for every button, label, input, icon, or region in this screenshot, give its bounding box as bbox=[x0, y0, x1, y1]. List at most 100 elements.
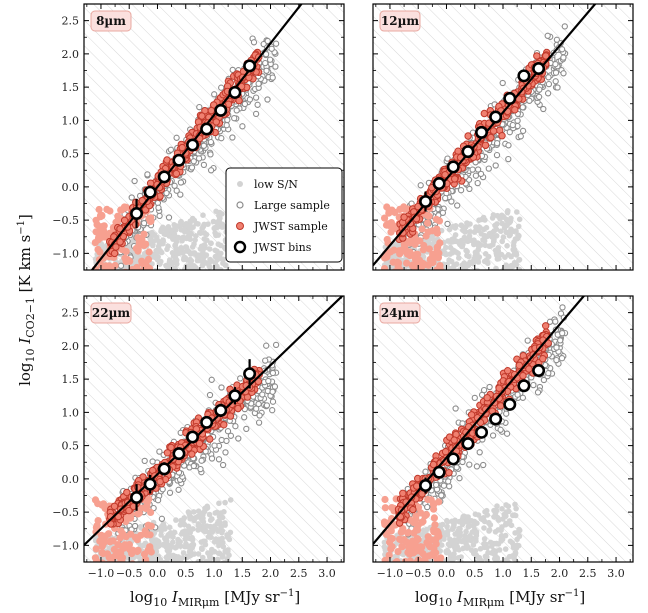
low-sn-point bbox=[467, 259, 473, 266]
low-sn-point bbox=[484, 512, 491, 518]
large-sample-point bbox=[444, 220, 451, 228]
jwst-faint-point bbox=[134, 234, 142, 242]
low-sn-point bbox=[450, 238, 457, 245]
low-sn-point bbox=[216, 217, 222, 224]
low-sn-point bbox=[504, 243, 510, 249]
large-sample-point bbox=[140, 220, 148, 227]
low-sn-point bbox=[464, 248, 470, 255]
low-sn-point bbox=[219, 529, 225, 536]
large-sample-point bbox=[545, 370, 552, 377]
low-sn-point bbox=[219, 535, 225, 542]
low-sn-point bbox=[445, 541, 452, 547]
large-sample-point bbox=[535, 93, 543, 101]
y-tick-label: −1.0 bbox=[52, 247, 79, 260]
bin-marker bbox=[143, 185, 157, 199]
large-sample-point bbox=[262, 59, 269, 67]
low-sn-point bbox=[220, 543, 227, 550]
large-sample-point bbox=[540, 105, 547, 113]
low-sn-point bbox=[214, 263, 220, 270]
large-sample-point bbox=[506, 129, 513, 136]
low-sn-point bbox=[185, 229, 191, 236]
jwst-faint-point bbox=[432, 215, 440, 223]
low-sn-point bbox=[485, 253, 492, 260]
large-sample-point bbox=[207, 138, 215, 146]
low-sn-point bbox=[471, 269, 474, 270]
bin-marker bbox=[214, 403, 228, 417]
jwst-faint-point bbox=[117, 206, 126, 214]
low-sn-point bbox=[165, 243, 171, 249]
low-sn-point bbox=[485, 549, 491, 556]
legend-box bbox=[225, 167, 343, 263]
legend-label: JWST bins bbox=[253, 241, 312, 254]
bin-marker bbox=[228, 389, 242, 403]
low-sn-point bbox=[450, 265, 457, 270]
low-sn-point bbox=[499, 220, 506, 227]
bin-marker bbox=[532, 62, 546, 76]
low-sn-point bbox=[481, 238, 488, 244]
y-tick-label: 0.5 bbox=[62, 440, 80, 453]
large-sample-point bbox=[471, 394, 478, 402]
low-sn-point bbox=[213, 208, 219, 215]
low-sn-point bbox=[158, 532, 164, 538]
large-sample-point bbox=[476, 449, 483, 456]
large-sample-point bbox=[440, 482, 448, 489]
low-sn-point bbox=[469, 238, 476, 244]
jwst-faint-point bbox=[145, 214, 153, 223]
y-tick-label: 0.0 bbox=[62, 473, 80, 486]
low-sn-point bbox=[450, 223, 456, 230]
jwst-faint-point bbox=[92, 545, 100, 553]
jwst-faint-point bbox=[424, 533, 432, 541]
low-sn-point bbox=[486, 519, 492, 526]
low-sn-point bbox=[171, 561, 174, 562]
jwst-faint-point bbox=[134, 246, 142, 254]
legend-marker bbox=[237, 181, 243, 187]
large-sample-point bbox=[552, 318, 559, 325]
jwst-faint-point bbox=[140, 230, 148, 238]
low-sn-point bbox=[458, 243, 465, 250]
low-sn-point bbox=[452, 232, 459, 238]
low-sn-point bbox=[180, 550, 187, 556]
large-sample-point bbox=[424, 503, 431, 511]
jwst-faint-point bbox=[98, 549, 106, 557]
large-sample-point bbox=[544, 32, 551, 39]
bin-marker bbox=[517, 69, 531, 83]
large-sample-point bbox=[167, 146, 175, 153]
low-sn-point bbox=[134, 270, 140, 276]
large-sample-point bbox=[553, 344, 560, 351]
low-sn-point bbox=[181, 515, 188, 521]
x-tick-label: −1.0 bbox=[88, 567, 115, 580]
low-sn-point bbox=[444, 519, 451, 525]
low-sn-point bbox=[115, 270, 121, 276]
low-sn-point bbox=[218, 510, 224, 516]
low-sn-point bbox=[160, 521, 167, 527]
large-sample-point bbox=[263, 67, 270, 74]
jwst-faint-point bbox=[105, 262, 113, 270]
large-sample-point bbox=[519, 127, 527, 135]
jwst-sample-point bbox=[542, 52, 550, 60]
large-sample-point bbox=[438, 492, 445, 499]
jwst-sample-point bbox=[107, 520, 115, 528]
y-tick-label: 2.5 bbox=[62, 307, 80, 320]
jwst-faint-point bbox=[91, 239, 99, 247]
low-sn-point bbox=[199, 545, 205, 551]
low-sn-point bbox=[450, 247, 456, 253]
low-sn-point bbox=[516, 216, 523, 223]
low-sn-point bbox=[495, 251, 501, 258]
large-sample-point bbox=[509, 121, 516, 129]
large-sample-point bbox=[190, 462, 197, 470]
low-sn-point bbox=[464, 271, 470, 277]
jwst-faint-point bbox=[387, 269, 391, 270]
low-sn-point bbox=[459, 521, 466, 528]
large-sample-point bbox=[417, 182, 424, 189]
bin-marker bbox=[200, 415, 214, 429]
low-sn-point bbox=[511, 246, 518, 253]
bin-marker bbox=[200, 122, 214, 136]
low-sn-point bbox=[166, 524, 173, 531]
low-sn-point bbox=[511, 251, 518, 257]
jwst-faint-point bbox=[390, 246, 398, 254]
low-sn-point bbox=[212, 247, 218, 254]
jwst-faint-point bbox=[142, 259, 150, 267]
x-tick-label: 2.5 bbox=[290, 567, 308, 580]
jwst-sample-point bbox=[480, 109, 488, 118]
